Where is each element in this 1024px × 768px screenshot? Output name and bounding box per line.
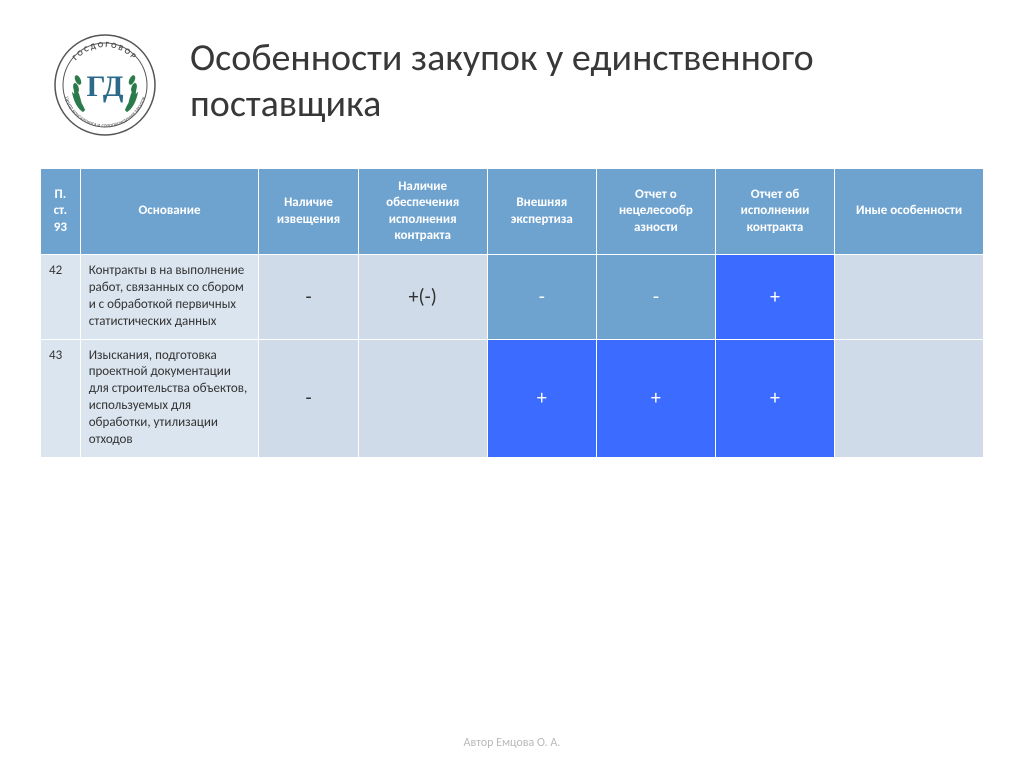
table-head: П. ст. 93ОснованиеНаличие извещенияНалич… (41, 169, 984, 255)
row-basis: Контракты в на выполнение работ, связанн… (80, 255, 259, 340)
cell-0-1: +(-) (358, 255, 487, 340)
col-header-7: Иные особенности (835, 169, 984, 255)
col-header-2: Наличие извещения (259, 169, 358, 255)
row-num: 43 (41, 339, 81, 457)
cell-1-3: + (596, 339, 715, 457)
svg-text:ГОСДОГОВОР: ГОСДОГОВОР (71, 40, 140, 63)
cell-1-2: + (487, 339, 596, 457)
row-basis: Изыскания, подготовка проектной документ… (80, 339, 259, 457)
logo: ГОСДОГОВОР ГД Цент (40, 30, 170, 140)
cell-0-0: - (259, 255, 358, 340)
cell-1-1 (358, 339, 487, 457)
features-table: П. ст. 93ОснованиеНаличие извещенияНалич… (40, 168, 984, 458)
col-header-0: П. ст. 93 (41, 169, 81, 255)
slide: ГОСДОГОВОР ГД Цент (0, 0, 1024, 768)
cell-0-5 (835, 255, 984, 340)
col-header-4: Внешняя экспертиза (487, 169, 596, 255)
cell-1-0: - (259, 339, 358, 457)
cell-0-4: + (715, 255, 834, 340)
logo-top-text: ГОСДОГОВОР (71, 40, 140, 63)
cell-0-3: - (596, 255, 715, 340)
row-num: 42 (41, 255, 81, 340)
table-row: 43Изыскания, подготовка проектной докуме… (41, 339, 984, 457)
cell-1-4: + (715, 339, 834, 457)
footer-author: Автор Емцова О. А. (0, 736, 1024, 750)
header: ГОСДОГОВОР ГД Цент (40, 30, 984, 140)
col-header-1: Основание (80, 169, 259, 255)
col-header-6: Отчет об исполнении контракта (715, 169, 834, 255)
table-row: 42Контракты в на выполнение работ, связа… (41, 255, 984, 340)
logo-monogram: ГД (86, 70, 123, 103)
cell-0-2: - (487, 255, 596, 340)
col-header-3: Наличие обеспечения исполнения контракта (358, 169, 487, 255)
page-title: Особенности закупок у единственного пост… (190, 30, 984, 127)
cell-1-5 (835, 339, 984, 457)
col-header-5: Отчет о нецелесообр азности (596, 169, 715, 255)
table-body: 42Контракты в на выполнение работ, связа… (41, 255, 984, 458)
